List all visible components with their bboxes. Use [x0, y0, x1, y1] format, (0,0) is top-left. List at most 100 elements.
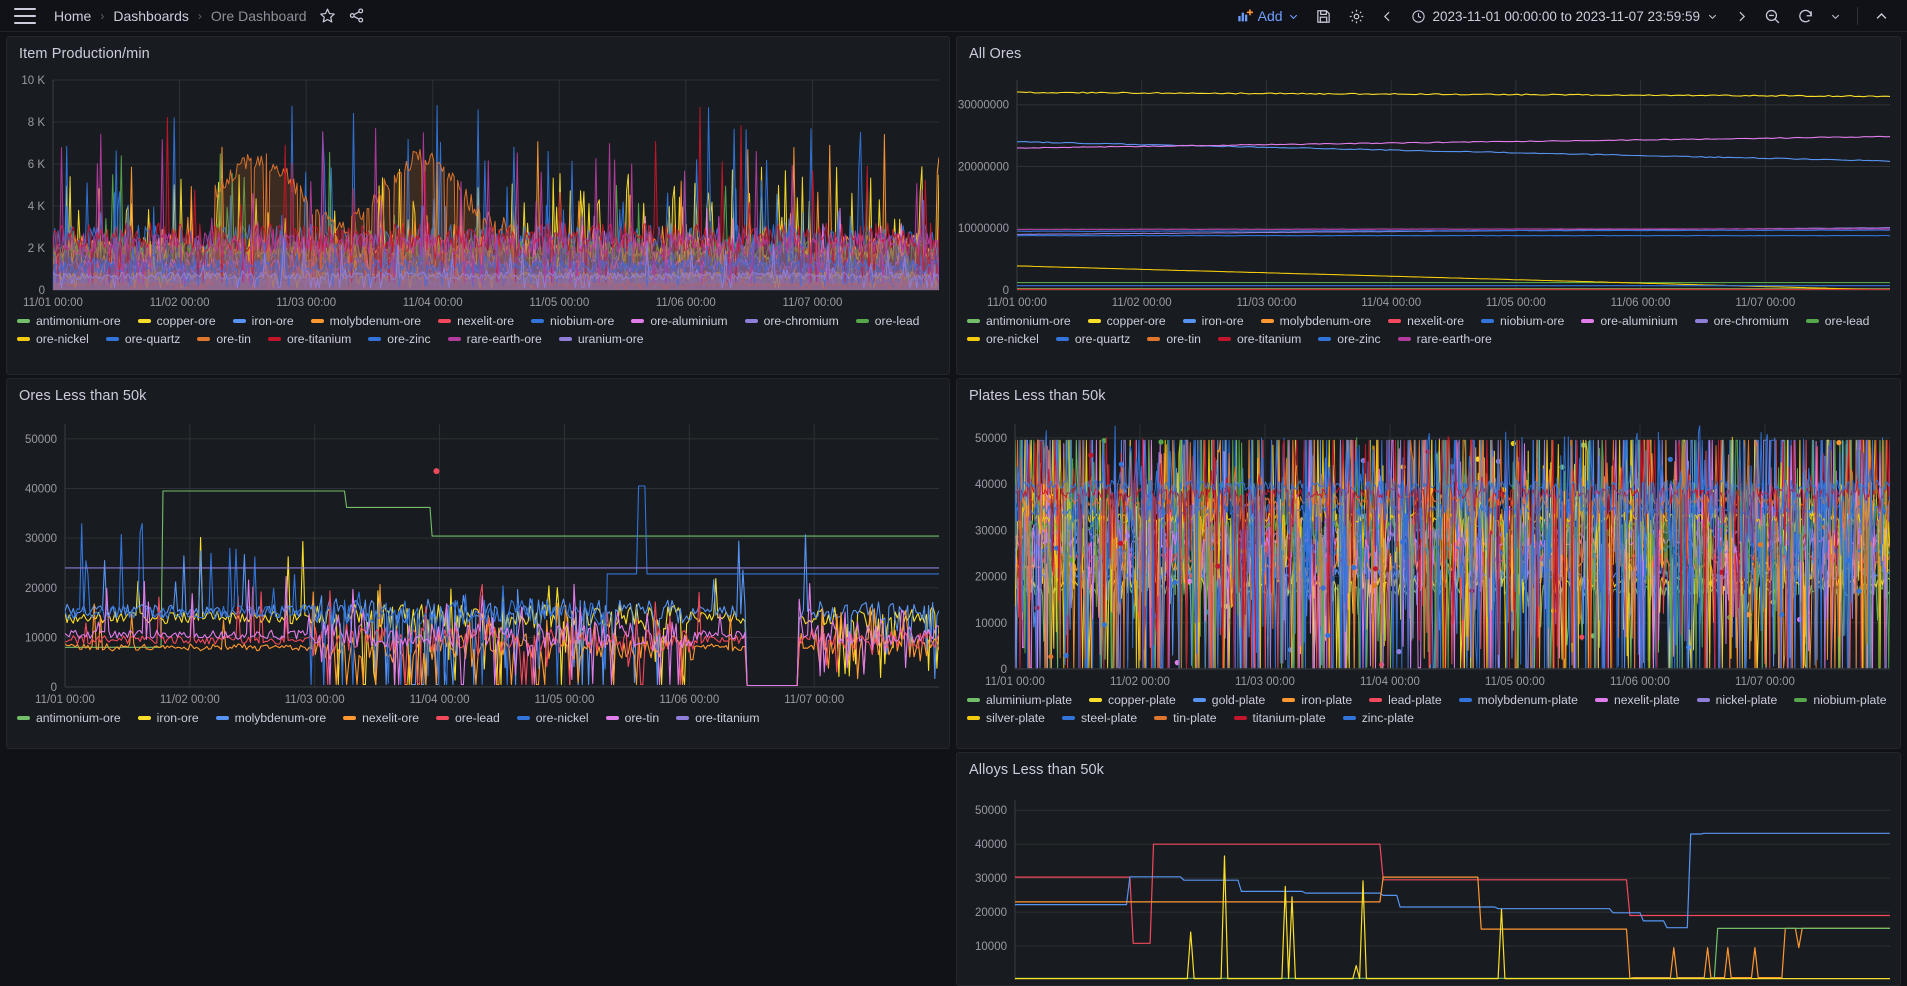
legend-item[interactable]: ore-titanium: [1217, 332, 1301, 346]
legend-item[interactable]: iron-ore: [232, 314, 294, 328]
legend-item[interactable]: ore-titanium: [267, 332, 351, 346]
legend-item[interactable]: nexelit-ore: [438, 314, 514, 328]
legend-item[interactable]: ore-nickel: [967, 332, 1039, 346]
breadcrumb: Home › Dashboards › Ore Dashboard: [54, 8, 307, 24]
chart-item-production[interactable]: 0 2 K 4 K 6 K 8 K 10 K 11/01 00:00 11/02 00:00 1…: [7, 62, 949, 312]
panel-item-production[interactable]: Item Production/min 0 2 K 4 K 6 K 8 K 10 K 11/…: [6, 36, 950, 375]
legend-item[interactable]: antimonium-ore: [967, 314, 1071, 328]
panel-ores-less-than-50k[interactable]: Ores Less than 50k 0 10000 20000 30000 40000…: [6, 378, 950, 749]
time-range-label: 2023-11-01 00:00:00 to 2023-11-07 23:59:…: [1432, 8, 1700, 24]
legend-item[interactable]: ore-lead: [855, 314, 919, 328]
legend-item[interactable]: rare-earth-ore: [447, 332, 542, 346]
legend-item[interactable]: uranium-ore: [558, 332, 644, 346]
save-dashboard-button[interactable]: [1307, 4, 1340, 29]
legend-item[interactable]: iron-ore: [137, 711, 199, 725]
legend-item[interactable]: tin-plate: [1154, 711, 1217, 725]
legend-item[interactable]: aluminium-plate: [967, 693, 1072, 707]
legend-item[interactable]: ore-titanium: [676, 711, 760, 725]
legend-item[interactable]: ore-aluminium: [1581, 314, 1678, 328]
legend-item[interactable]: ore-chromium: [744, 314, 839, 328]
legend-item[interactable]: ore-nickel: [17, 332, 89, 346]
legend-label: nexelit-ore: [457, 314, 514, 328]
legend-item[interactable]: copper-ore: [1087, 314, 1166, 328]
legend-item[interactable]: molybdenum-plate: [1458, 693, 1578, 707]
breadcrumb-item-home[interactable]: Home: [54, 7, 92, 24]
legend-item[interactable]: gold-plate: [1192, 693, 1265, 707]
legend-item[interactable]: steel-plate: [1061, 711, 1137, 725]
legend-item[interactable]: niobium-ore: [530, 314, 614, 328]
legend-label: niobium-ore: [1499, 314, 1565, 328]
panel-legend[interactable]: antimonium-ore copper-ore iron-ore molybden…: [7, 312, 949, 352]
panel-all-ores[interactable]: All Ores 0 10000000 20000000 30000000 11/01 …: [956, 36, 1901, 375]
legend-item[interactable]: nexelit-ore: [1388, 314, 1464, 328]
legend-item[interactable]: iron-plate: [1282, 693, 1352, 707]
legend-item[interactable]: ore-chromium: [1694, 314, 1789, 328]
legend-item[interactable]: ore-nickel: [516, 711, 589, 725]
legend-item[interactable]: ore-lead: [436, 711, 500, 725]
panel-plates-less-than-50k[interactable]: Plates Less than 50k 0 10000 20000 30000 400…: [956, 378, 1901, 749]
legend-item[interactable]: copper-ore: [137, 314, 216, 328]
breadcrumb-item-dashboards[interactable]: Dashboards: [113, 7, 189, 24]
hamburger-menu-icon[interactable]: [14, 7, 36, 24]
chart-alloys-less-than-50k[interactable]: 10000 20000 30000 40000 50000: [957, 778, 1900, 984]
share-icon[interactable]: [348, 7, 365, 24]
panel-title: Ores Less than 50k: [19, 388, 147, 404]
panel-title: All Ores: [969, 46, 1022, 62]
series-area: [53, 206, 939, 290]
legend-color-swatch: [1087, 319, 1101, 323]
legend-item[interactable]: molybdenum-ore: [1260, 314, 1371, 328]
refresh-interval-dropdown[interactable]: [1822, 7, 1849, 26]
time-shift-back-button[interactable]: [1373, 6, 1402, 27]
legend-item[interactable]: ore-tin: [605, 711, 659, 725]
chart-plates-less-than-50k[interactable]: 0 10000 20000 30000 40000 50000 11/01 00:00 11/…: [957, 404, 1900, 691]
collapse-toolbar-button[interactable]: [1866, 5, 1897, 28]
data-point: [1396, 649, 1402, 655]
legend-item[interactable]: nexelit-plate: [1594, 693, 1680, 707]
legend-item[interactable]: titanium-plate: [1233, 711, 1326, 725]
legend-item[interactable]: ore-tin: [197, 332, 251, 346]
legend-item[interactable]: ore-zinc: [368, 332, 431, 346]
legend-item[interactable]: nickel-plate: [1696, 693, 1777, 707]
time-range-picker[interactable]: 2023-11-01 00:00:00 to 2023-11-07 23:59:…: [1402, 5, 1727, 28]
legend-item[interactable]: ore-tin: [1147, 332, 1201, 346]
breadcrumb-item-ore-dashboard[interactable]: Ore Dashboard: [210, 7, 307, 24]
legend-item[interactable]: zinc-plate: [1342, 711, 1414, 725]
legend-item[interactable]: molybdenum-ore: [215, 711, 326, 725]
star-icon[interactable]: [319, 7, 336, 24]
legend-label: titanium-plate: [1252, 711, 1326, 725]
x-axis-tick-label: 11/04 00:00: [410, 694, 470, 706]
panel-legend[interactable]: antimonium-ore iron-ore molybdenum-ore nexe…: [7, 709, 949, 731]
legend-color-swatch: [1480, 319, 1494, 323]
legend-item[interactable]: niobium-ore: [1480, 314, 1565, 328]
refresh-dashboard-button[interactable]: [1789, 4, 1822, 29]
series-line: [65, 490, 939, 648]
dashboard-settings-button[interactable]: [1340, 4, 1373, 29]
legend-item[interactable]: molybdenum-ore: [310, 314, 421, 328]
legend-item[interactable]: nexelit-ore: [343, 711, 419, 725]
data-point: [1325, 632, 1331, 639]
series-line: [53, 205, 939, 287]
legend-item[interactable]: ore-lead: [1805, 314, 1869, 328]
legend-item[interactable]: lead-plate: [1369, 693, 1442, 707]
panel-legend[interactable]: aluminium-plate copper-plate gold-plate iro…: [957, 691, 1900, 731]
time-shift-forward-button[interactable]: [1727, 6, 1756, 27]
zoom-out-time-button[interactable]: [1756, 4, 1789, 29]
legend-item[interactable]: rare-earth-ore: [1397, 332, 1492, 346]
legend-color-swatch: [310, 319, 324, 323]
legend-item[interactable]: antimonium-ore: [17, 711, 121, 725]
legend-item[interactable]: silver-plate: [967, 711, 1045, 725]
legend-item[interactable]: ore-aluminium: [631, 314, 728, 328]
panel-alloys-less-than-50k[interactable]: Alloys Less than 50k 10000 20000 30000 4000…: [956, 752, 1901, 986]
legend-item[interactable]: niobium-plate: [1794, 693, 1886, 707]
chart-all-ores[interactable]: 0 10000000 20000000 30000000 11/01 00:00 11/0…: [957, 62, 1900, 312]
chart-ores-less-than-50k[interactable]: 0 10000 20000 30000 40000 50000 11/01 00:00 11/…: [7, 404, 949, 709]
legend-item[interactable]: copper-plate: [1089, 693, 1176, 707]
legend-color-swatch: [215, 716, 229, 720]
legend-item[interactable]: antimonium-ore: [17, 314, 121, 328]
panel-legend[interactable]: antimonium-ore copper-ore iron-ore molybden…: [957, 312, 1900, 352]
add-panel-button[interactable]: Add: [1229, 4, 1307, 28]
legend-item[interactable]: ore-quartz: [1055, 332, 1130, 346]
legend-item[interactable]: iron-ore: [1182, 314, 1244, 328]
legend-item[interactable]: ore-quartz: [105, 332, 180, 346]
legend-item[interactable]: ore-zinc: [1318, 332, 1381, 346]
